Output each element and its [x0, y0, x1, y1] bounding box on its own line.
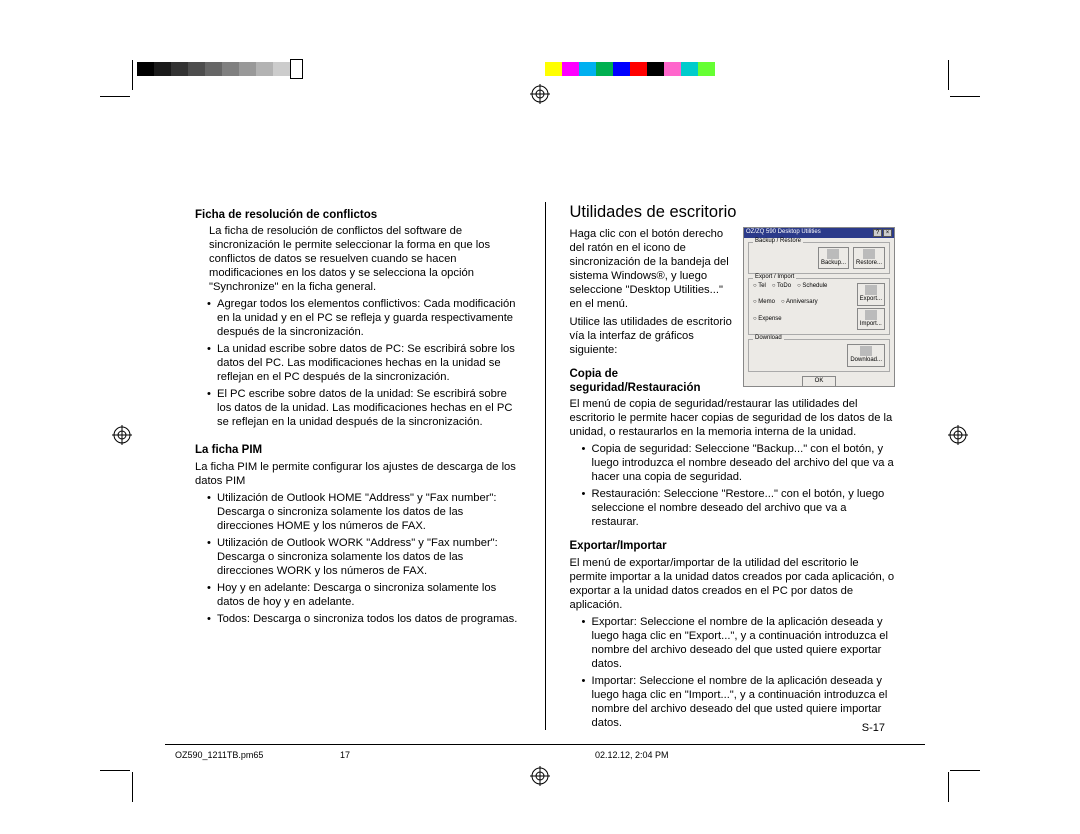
crop-mark: [948, 772, 949, 802]
list-item: Restauración: Seleccione "Restore..." co…: [584, 487, 896, 529]
page-number: S-17: [862, 722, 885, 734]
color-registration-bar: [545, 62, 715, 76]
list-item: Exportar: Seleccione el nombre de la apl…: [584, 615, 896, 671]
list-item: Todos: Descarga o sincroniza todos los d…: [209, 612, 521, 626]
export-import-group: Export / Import ○ Tel ○ ToDo ○ Schedule …: [748, 278, 890, 335]
window-titlebar: OZ/ZQ 590 Desktop Utilities ?×: [744, 228, 894, 238]
footer-rule: [165, 744, 925, 745]
import-button: Import...: [857, 308, 885, 331]
backup-restore-group: Backup / Restore Backup... Restore...: [748, 242, 890, 275]
page-content: Ficha de resolución de conflictos La fic…: [195, 202, 895, 730]
heading-conflict-tab: Ficha de resolución de conflictos: [195, 208, 521, 222]
paragraph: La ficha PIM le permite configurar los a…: [195, 460, 521, 488]
column-divider: [545, 202, 546, 730]
crop-mark: [132, 60, 133, 90]
crop-mark: [100, 96, 130, 97]
list-item: Agregar todos los elementos conflictivos…: [209, 297, 521, 339]
backup-button: Backup...: [818, 247, 849, 270]
bullet-list: Utilización de Outlook HOME "Address" y …: [209, 491, 521, 626]
list-item: Utilización de Outlook HOME "Address" y …: [209, 491, 521, 533]
crop-mark: [948, 60, 949, 90]
footer-datetime: 02.12.12, 2:04 PM: [595, 750, 669, 760]
footer-filename: OZ590_1211TB.pm65: [175, 750, 263, 760]
paragraph: El menú de exportar/importar de la utili…: [570, 556, 896, 612]
ok-button: OK: [802, 376, 836, 388]
list-item: El PC escribe sobre datos de la unidad: …: [209, 387, 521, 429]
bullet-list: Exportar: Seleccione el nombre de la apl…: [584, 615, 896, 730]
paragraph: La ficha de resolución de conflictos del…: [209, 224, 521, 294]
registration-mark-bottom: [530, 766, 550, 786]
registration-mark-left: [112, 425, 132, 445]
restore-button: Restore...: [853, 247, 885, 270]
desktop-utilities-screenshot: OZ/ZQ 590 Desktop Utilities ?× Backup / …: [743, 227, 895, 387]
crop-mark: [950, 770, 980, 771]
download-button: Download...: [847, 344, 885, 367]
list-item: La unidad escribe sobre datos de PC: Se …: [209, 342, 521, 384]
right-column: Utilidades de escritorio OZ/ZQ 590 Deskt…: [570, 202, 896, 730]
download-group: Download Download...: [748, 339, 890, 372]
paragraph: El menú de copia de seguridad/restaurar …: [570, 397, 896, 439]
list-item: Importar: Seleccione el nombre de la apl…: [584, 674, 896, 730]
bullet-list: Agregar todos los elementos conflictivos…: [209, 297, 521, 429]
heading-pim-tab: La ficha PIM: [195, 443, 521, 457]
crop-mark: [132, 772, 133, 802]
crop-mark: [950, 96, 980, 97]
list-item: Utilización de Outlook WORK "Address" y …: [209, 536, 521, 578]
registration-mark-right: [948, 425, 968, 445]
grayscale-registration-bar: [137, 62, 303, 76]
export-button: Export...: [857, 283, 885, 306]
crop-mark: [100, 770, 130, 771]
bullet-list: Copia de seguridad: Seleccione "Backup..…: [584, 442, 896, 529]
left-column: Ficha de resolución de conflictos La fic…: [195, 202, 521, 730]
footer-page: 17: [340, 750, 350, 760]
window-title: OZ/ZQ 590 Desktop Utilities: [746, 229, 821, 237]
list-item: Copia de seguridad: Seleccione "Backup..…: [584, 442, 896, 484]
registration-mark-top: [530, 84, 550, 104]
section-title: Utilidades de escritorio: [570, 202, 896, 223]
window-controls: ?×: [873, 229, 892, 237]
list-item: Hoy y en adelante: Descarga o sincroniza…: [209, 581, 521, 609]
heading-export-import: Exportar/Importar: [570, 539, 896, 553]
